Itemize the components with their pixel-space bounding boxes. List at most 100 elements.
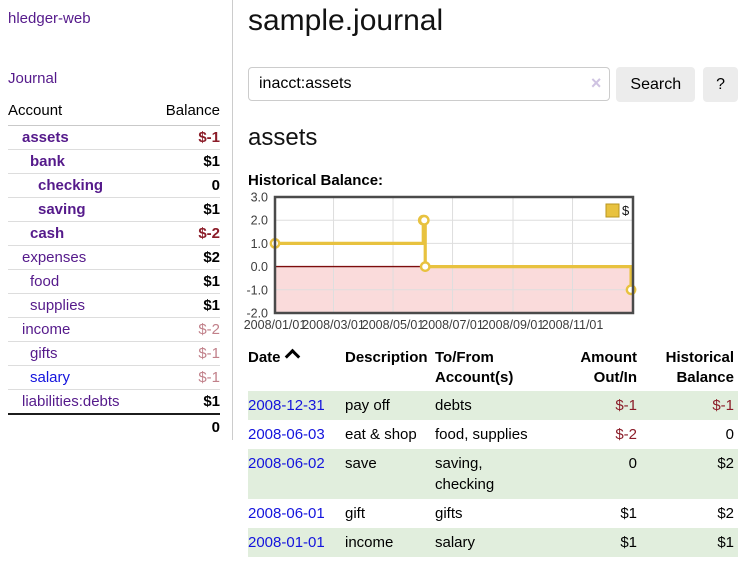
register-cell-accounts: salary <box>435 534 476 551</box>
register-row: 2008-12-31 pay off debts $-1 $-1 <box>248 391 738 420</box>
account-balance: $-2 <box>198 321 220 338</box>
svg-text:3.0: 3.0 <box>251 192 268 205</box>
register-cell-amount: $1 <box>620 505 637 522</box>
transaction-date-link[interactable]: 2008-01-01 <box>248 534 325 551</box>
register-cell-description: pay off <box>345 397 390 414</box>
sidebar-item-journal[interactable]: Journal <box>8 70 58 87</box>
account-column-header: Account <box>8 102 63 119</box>
search-box: × <box>248 67 611 102</box>
register-cell-accounts: debts <box>435 397 472 414</box>
account-row: expenses $2 <box>8 246 220 270</box>
account-row: income $-2 <box>8 318 220 342</box>
svg-text:1.0: 1.0 <box>251 237 268 251</box>
register-cell-accounts: food, supplies <box>435 426 528 443</box>
account-link-supplies[interactable]: supplies <box>30 297 86 314</box>
account-link-bank[interactable]: bank <box>30 153 66 170</box>
account-link-cash[interactable]: cash <box>30 225 65 242</box>
chevron-up-icon <box>284 348 300 365</box>
account-heading: assets <box>248 124 318 151</box>
svg-text:2.0: 2.0 <box>251 214 268 228</box>
register-cell-balance: $1 <box>717 534 734 551</box>
register-cell-balance: $2 <box>717 455 734 472</box>
app-brand-link[interactable]: hledger-web <box>8 10 91 27</box>
accounts-table-header: Account Balance <box>8 98 220 126</box>
register-cell-amount: 0 <box>628 455 637 472</box>
svg-text:2008/01/01: 2008/01/01 <box>244 318 307 332</box>
account-row: food $1 <box>8 270 220 294</box>
account-link-saving[interactable]: saving <box>38 201 86 218</box>
account-link-gifts[interactable]: gifts <box>30 345 58 362</box>
account-balance: $-1 <box>198 345 220 362</box>
account-link-checking[interactable]: checking <box>38 177 104 194</box>
register-cell-date: 2008-12-31 <box>248 391 345 420</box>
register-cell-balance: $-1 <box>712 397 734 414</box>
search-button[interactable]: Search <box>616 67 696 102</box>
register-row: 2008-01-01 income salary $1 $1 <box>248 528 738 557</box>
transaction-date-link[interactable]: 2008-06-01 <box>248 505 325 522</box>
account-row: bank $1 <box>8 150 220 174</box>
register-row: 2008-06-02 save saving, checking 0 $2 <box>248 449 738 499</box>
date-header-label: Date <box>248 349 281 366</box>
account-link-food[interactable]: food <box>30 273 60 290</box>
accounts-total-row: 0 <box>8 413 220 440</box>
account-link-expenses[interactable]: expenses <box>22 249 87 266</box>
svg-text:2008/07/01: 2008/07/01 <box>421 318 484 332</box>
account-link-salary[interactable]: salary <box>30 369 71 386</box>
register-cell-amount: $1 <box>620 534 637 551</box>
account-row: supplies $1 <box>8 294 220 318</box>
accounts-total-value: 0 <box>211 419 220 436</box>
register-header-balance: Historical Balance <box>665 349 734 386</box>
account-link-assets[interactable]: assets <box>22 129 69 146</box>
svg-text:-1.0: -1.0 <box>246 283 268 297</box>
register-header-accounts: To/From Account(s) <box>435 349 514 386</box>
svg-text:2008/03/01: 2008/03/01 <box>302 318 365 332</box>
svg-text:$: $ <box>622 203 630 218</box>
register-cell-amount: $-1 <box>615 397 637 414</box>
search-input[interactable] <box>248 67 611 101</box>
account-balance: $-1 <box>198 129 220 146</box>
svg-text:0.0: 0.0 <box>251 260 268 274</box>
account-row: salary $-1 <box>8 366 220 390</box>
register-header-description: Description <box>345 349 428 366</box>
register-cell-description: gift <box>345 505 366 522</box>
transaction-date-link[interactable]: 2008-12-31 <box>248 397 325 414</box>
register-cell-date: 2008-06-01 <box>248 499 345 528</box>
transaction-date-link[interactable]: 2008-06-02 <box>248 455 325 472</box>
transaction-date-link[interactable]: 2008-06-03 <box>248 426 325 443</box>
sidebar: hledger-web Journal Account Balance asse… <box>0 0 233 440</box>
account-balance: $2 <box>203 249 220 266</box>
register-cell-accounts: saving, checking <box>435 455 495 493</box>
account-balance: $1 <box>203 393 220 410</box>
account-link-income[interactable]: income <box>22 321 71 338</box>
register-cell-date: 2008-01-01 <box>248 528 345 557</box>
account-link-liabilities-debts[interactable]: liabilities:debts <box>22 393 120 410</box>
register-cell-date: 2008-06-03 <box>248 420 345 449</box>
account-balance: $1 <box>203 201 220 218</box>
account-balance: 0 <box>211 177 220 194</box>
accounts-list: assets $-1 bank $1 checking 0 saving $1 cash $-2 e… <box>8 126 220 413</box>
chart-title: Historical Balance: <box>248 172 384 189</box>
svg-text:2008/05/01: 2008/05/01 <box>362 318 425 332</box>
account-row: cash $-2 <box>8 222 220 246</box>
register-row: 2008-06-01 gift gifts $1 $2 <box>248 499 738 528</box>
svg-text:2008/11/01: 2008/11/01 <box>542 318 604 332</box>
account-balance: $-2 <box>198 225 220 242</box>
main-content: sample.journal × Search ? assets Histori… <box>244 0 738 557</box>
register-cell-date: 2008-06-02 <box>248 449 345 499</box>
register-header-date[interactable]: Date <box>248 348 345 388</box>
register-cell-description: save <box>345 455 377 472</box>
account-balance: $-1 <box>198 369 220 386</box>
register-cell-accounts: gifts <box>435 505 463 522</box>
account-row: checking 0 <box>8 174 220 198</box>
help-button[interactable]: ? <box>703 67 738 102</box>
clear-search-icon[interactable]: × <box>590 73 602 93</box>
register-row: 2008-06-03 eat & shop food, supplies $-2 0 <box>248 420 738 449</box>
account-row: assets $-1 <box>8 126 220 150</box>
account-balance: $1 <box>203 297 220 314</box>
account-row: gifts $-1 <box>8 342 220 366</box>
register-rows: 2008-12-31 pay off debts $-1 $-1 2008-06-03 ea… <box>248 391 738 557</box>
register-cell-balance: 0 <box>725 426 734 443</box>
register-header-amount: Amount Out/In <box>580 349 637 386</box>
search-bar: × Search ? <box>248 67 738 102</box>
register-cell-balance: $2 <box>717 505 734 522</box>
